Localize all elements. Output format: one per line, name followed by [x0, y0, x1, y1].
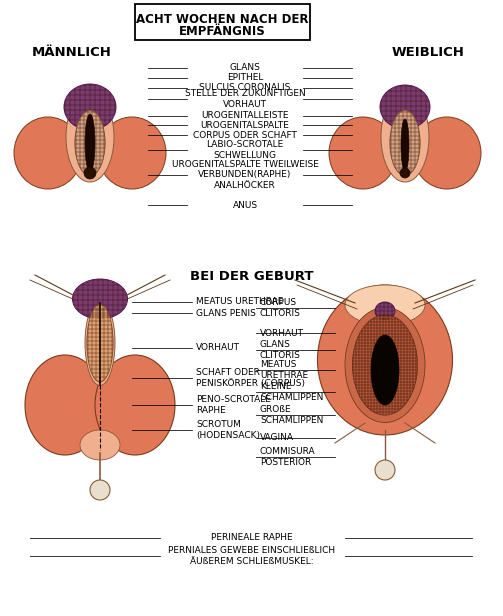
Ellipse shape	[353, 315, 417, 415]
Text: PERINEALE RAPHE: PERINEALE RAPHE	[211, 533, 293, 543]
Ellipse shape	[95, 355, 175, 455]
Ellipse shape	[375, 302, 395, 320]
Ellipse shape	[413, 117, 481, 189]
Ellipse shape	[317, 285, 453, 435]
Text: LABIO-SCROTALE
SCHWELLUNG: LABIO-SCROTALE SCHWELLUNG	[206, 140, 284, 160]
Circle shape	[400, 168, 410, 178]
Ellipse shape	[80, 430, 120, 460]
Text: ACHT WOCHEN NACH DER: ACHT WOCHEN NACH DER	[136, 13, 308, 26]
Text: VAGINA: VAGINA	[260, 434, 294, 442]
Ellipse shape	[85, 114, 95, 172]
Text: GLANS
CLITORIS: GLANS CLITORIS	[260, 340, 301, 360]
Ellipse shape	[75, 110, 105, 176]
Ellipse shape	[25, 355, 105, 455]
Text: UROGENITALLEISTE: UROGENITALLEISTE	[201, 111, 289, 121]
Ellipse shape	[98, 117, 166, 189]
Text: MEATUS URETHRAE: MEATUS URETHRAE	[196, 298, 283, 307]
Text: MEATUS
URETHRAE: MEATUS URETHRAE	[260, 360, 308, 379]
Text: KLEINE
SCHAMLIPPEN: KLEINE SCHAMLIPPEN	[260, 383, 323, 402]
Text: GROßE
SCHAMLIPPEN: GROßE SCHAMLIPPEN	[260, 405, 323, 424]
Text: EMPFÄNGNIS: EMPFÄNGNIS	[179, 25, 266, 38]
Text: COMMISURA
POSTERIOR: COMMISURA POSTERIOR	[260, 447, 315, 467]
Circle shape	[90, 480, 110, 500]
Ellipse shape	[353, 315, 417, 415]
Text: CORPUS ODER SCHAFT: CORPUS ODER SCHAFT	[193, 131, 297, 139]
Ellipse shape	[75, 110, 105, 176]
Text: PENO-SCROTALE
RAPHE: PENO-SCROTALE RAPHE	[196, 395, 271, 415]
Ellipse shape	[401, 119, 409, 171]
Ellipse shape	[380, 85, 430, 129]
Text: EPITHEL: EPITHEL	[227, 73, 263, 83]
Text: GLANS: GLANS	[229, 63, 261, 73]
Circle shape	[84, 167, 96, 179]
Ellipse shape	[14, 117, 82, 189]
Text: GLANS PENIS: GLANS PENIS	[196, 309, 256, 317]
Ellipse shape	[381, 92, 429, 182]
Text: WEIBLICH: WEIBLICH	[391, 46, 464, 59]
FancyBboxPatch shape	[135, 4, 310, 40]
Ellipse shape	[390, 110, 420, 176]
Ellipse shape	[66, 92, 114, 182]
Ellipse shape	[72, 279, 127, 319]
Text: MÄNNLICH: MÄNNLICH	[32, 46, 112, 59]
Text: UROGENITALSPALTE: UROGENITALSPALTE	[201, 121, 289, 129]
Ellipse shape	[87, 304, 113, 382]
Text: SULCUS CORONALIS: SULCUS CORONALIS	[199, 84, 291, 92]
Text: PERNIALES GEWEBE EINSCHLIEßLICH
ÄUßEREM SCHLIEßMUSKEL:: PERNIALES GEWEBE EINSCHLIEßLICH ÄUßEREM …	[169, 546, 336, 565]
Text: BEI DER GEBURT: BEI DER GEBURT	[190, 270, 314, 283]
Text: SCHAFT ODER
PENISKÖRPER (CORPUS): SCHAFT ODER PENISKÖRPER (CORPUS)	[196, 368, 305, 387]
Ellipse shape	[64, 84, 116, 130]
Ellipse shape	[371, 335, 399, 405]
Ellipse shape	[345, 307, 425, 423]
Text: STELLE DER ZUKÜNFTIGEN
VORHAUT: STELLE DER ZUKÜNFTIGEN VORHAUT	[185, 89, 305, 108]
Ellipse shape	[390, 110, 420, 176]
Text: ANUS: ANUS	[232, 200, 258, 209]
Ellipse shape	[87, 304, 113, 382]
Ellipse shape	[329, 117, 397, 189]
Text: UROGENITALSPALTE TWEILWEISE
VERBUNDEN(RAPHE)
ANALHÖCKER: UROGENITALSPALTE TWEILWEISE VERBUNDEN(RA…	[172, 160, 318, 190]
Text: VORHAUT: VORHAUT	[196, 344, 240, 352]
Text: VORHAUT: VORHAUT	[260, 328, 304, 338]
Circle shape	[375, 460, 395, 480]
Ellipse shape	[85, 301, 115, 386]
Ellipse shape	[345, 285, 425, 325]
Text: SCROTUM
(HODENSACK): SCROTUM (HODENSACK)	[196, 420, 260, 440]
Text: CORPUS
CLITORIS: CORPUS CLITORIS	[260, 298, 301, 318]
